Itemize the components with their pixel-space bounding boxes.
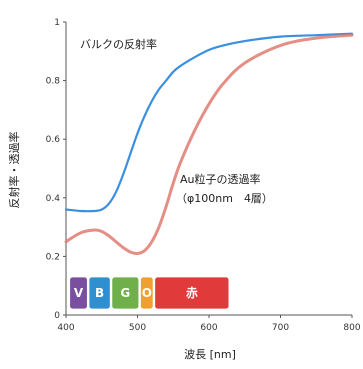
annotation-au-transmittance: Au粒子の透過率: [180, 172, 261, 186]
annotation-bulk-reflectance: バルクの反射率: [80, 37, 157, 51]
x-tick-label: 700: [272, 323, 289, 333]
axes: 0 0.2 0.4 0.6 0.8 1 400 500 600 700 800: [46, 18, 361, 333]
y-tick-label: 0: [54, 311, 60, 321]
color-band-赤: [154, 276, 230, 310]
color-band-label: V: [74, 286, 84, 300]
annotation-au-transmittance-detail: （φ100nm 4層）: [176, 192, 273, 205]
y-tick-label: 0.2: [46, 252, 60, 262]
y-tick-label: 0.8: [46, 77, 61, 87]
y-tick-label: 0.6: [46, 135, 61, 145]
x-tick-label: 800: [343, 323, 360, 333]
series-line-1: [64, 33, 354, 256]
color-band-V: [69, 276, 88, 310]
color-band-label: B: [95, 286, 104, 300]
y-tick-label: 0.4: [46, 194, 61, 204]
series-line-0: [64, 32, 354, 213]
x-tick-label: 500: [129, 323, 146, 333]
color-band-G: [111, 276, 140, 310]
color-band-O: [139, 276, 154, 310]
x-tick-label: 600: [200, 323, 217, 333]
color-band-label: G: [120, 286, 130, 300]
color-band-B: [88, 276, 111, 310]
y-axis-label: 反射率・透過率: [7, 132, 21, 209]
y-tick-label: 1: [54, 18, 60, 28]
color-band-label: 赤: [186, 285, 198, 300]
x-axis-label: 波長 [nm]: [184, 348, 236, 361]
color-band-label: O: [142, 286, 152, 300]
x-tick-label: 400: [57, 323, 74, 333]
series-lines: [64, 32, 354, 256]
